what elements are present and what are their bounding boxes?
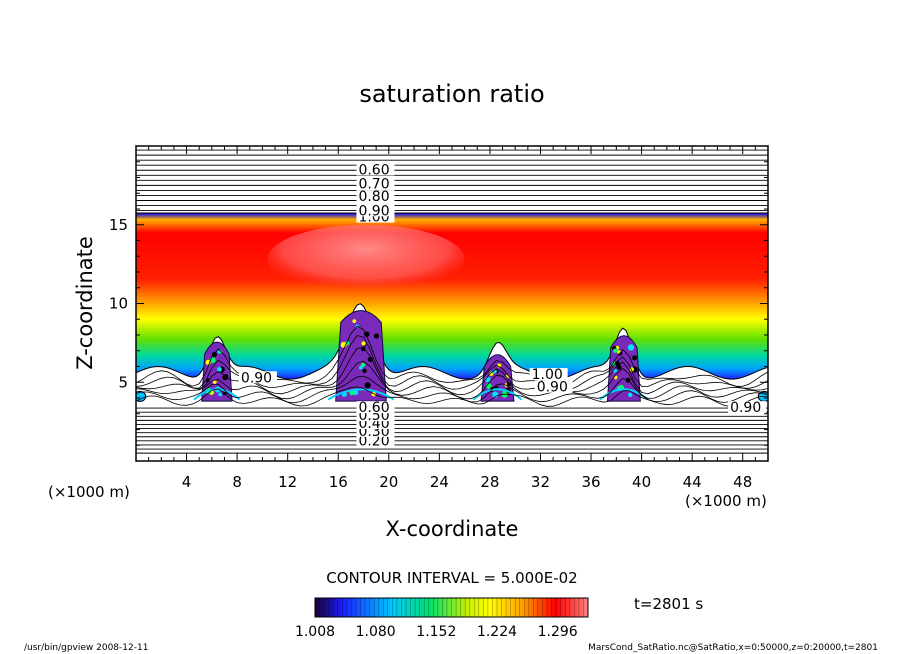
cloud-speck	[218, 392, 223, 397]
mid-contour-label: 0.90	[537, 380, 568, 396]
wavy-contour-line	[136, 375, 768, 404]
cloud-speck	[632, 355, 638, 361]
upper-contour-label: 0.60	[358, 162, 389, 178]
mid-contour-label-bg	[534, 380, 573, 393]
cloud-base	[472, 388, 523, 401]
cloud-speck	[364, 382, 371, 389]
edge-cloud	[136, 390, 147, 402]
x-tick-label: 44	[683, 473, 702, 491]
wavy-contour-line	[136, 360, 768, 400]
lower-contour-label-bg	[356, 434, 395, 447]
lower-contour-label-bg	[356, 401, 395, 414]
upper-contour-label-bg	[356, 177, 395, 190]
cloud-speck	[216, 366, 222, 372]
cloud-speck	[212, 380, 217, 384]
x-tick-label: 8	[232, 473, 242, 491]
upper-contour-lines	[136, 149, 768, 212]
y-axis-label: Z-coordinate	[73, 236, 97, 370]
mid-contour-label-bg	[728, 401, 767, 414]
footer-right: MarsCond_SatRatio.nc@SatRatio,x=0:50000,…	[588, 643, 878, 653]
y-tick-label: 5	[118, 373, 128, 391]
x-tick-label: 4	[182, 473, 192, 491]
supersaturation-field	[136, 212, 768, 380]
time-label: t=2801 s	[634, 595, 703, 613]
upper-contour-label: 0.80	[358, 189, 389, 205]
x-tick-label: 24	[430, 473, 449, 491]
x-tick-label: 12	[278, 473, 297, 491]
cloud-speck	[373, 333, 380, 339]
upper-contour-label-bg	[356, 204, 395, 217]
chart-title: saturation ratio	[359, 80, 544, 108]
cloud-speck	[358, 365, 363, 370]
lower-contour-label: 0.20	[358, 433, 389, 449]
cloud-speck	[492, 391, 499, 398]
mid-contour-label-bg	[529, 368, 568, 381]
wavy-contour-line	[136, 386, 768, 408]
contour-interval-text: CONTOUR INTERVAL = 5.000E-02	[326, 569, 577, 587]
lower-contour-lines	[136, 325, 768, 454]
x-tick-label: 40	[632, 473, 651, 491]
upper-contour-label-bg	[356, 163, 395, 176]
mid-contour-label: 1.00	[532, 367, 563, 383]
colorbar-tick-label: 1.224	[477, 624, 517, 640]
cloud-speck	[360, 362, 366, 368]
cloud-speck	[361, 341, 366, 346]
x-tick-label: 28	[480, 473, 499, 491]
colorbar-tick-label: 1.008	[295, 624, 335, 640]
cloud-speck	[349, 390, 355, 396]
mid-contour-label-bg	[238, 371, 277, 384]
contour-labels: 1.000.900.800.700.600.200.300.400.500.60…	[238, 162, 767, 449]
y-tick-label: 15	[109, 216, 128, 234]
y-axis: 5 10 15	[109, 145, 768, 462]
x-axis-unit-left: (×1000 m)	[48, 483, 130, 501]
x-tick-label: 48	[733, 473, 752, 491]
upper-contour-label: 0.90	[358, 203, 389, 219]
upper-contour-label-bg	[356, 190, 395, 203]
cloud-speck	[627, 344, 635, 351]
footer-left: /usr/bin/gpview 2008-12-11	[24, 643, 148, 653]
x-tick-label: 32	[531, 473, 550, 491]
cloud-base	[327, 388, 395, 401]
cloud-speck	[489, 372, 494, 376]
cloud-speck	[616, 364, 622, 370]
mid-contour-label: 0.90	[241, 370, 272, 386]
x-axis-label: X-coordinate	[386, 517, 519, 541]
colorbar-hatching	[319, 598, 584, 617]
plot-area: 1.000.900.800.700.600.200.300.400.500.60…	[136, 146, 768, 461]
lower-contour-label: 0.60	[358, 400, 389, 416]
cloud-speck	[628, 392, 633, 398]
cloud-speck	[613, 348, 618, 353]
x-tick-label: 16	[329, 473, 348, 491]
colorbar-tick-label: 1.080	[356, 624, 396, 640]
x-tick-label: 36	[581, 473, 600, 491]
cloud-speck	[352, 319, 357, 324]
colorbar-ticks: 1.008 1.080 1.152 1.224 1.296	[295, 624, 578, 640]
cloud-speck	[362, 368, 367, 374]
x-tick-label: 20	[379, 473, 398, 491]
pink-core	[267, 224, 465, 295]
cloud-speck	[218, 350, 223, 354]
colorbar-tick-label: 1.152	[416, 624, 456, 640]
mid-contour-label: 0.90	[730, 400, 761, 416]
cloud-tower	[335, 310, 387, 402]
x-axis-unit-right: (×1000 m)	[685, 492, 767, 510]
y-tick-label: 10	[109, 295, 128, 313]
upper-contour-label: 0.70	[358, 177, 389, 193]
cloud-speck	[367, 356, 373, 362]
x-axis: 4 8 12 16 20 24 28 32 36 40 44 48	[135, 146, 769, 491]
colorbar-tick-label: 1.296	[538, 624, 578, 640]
